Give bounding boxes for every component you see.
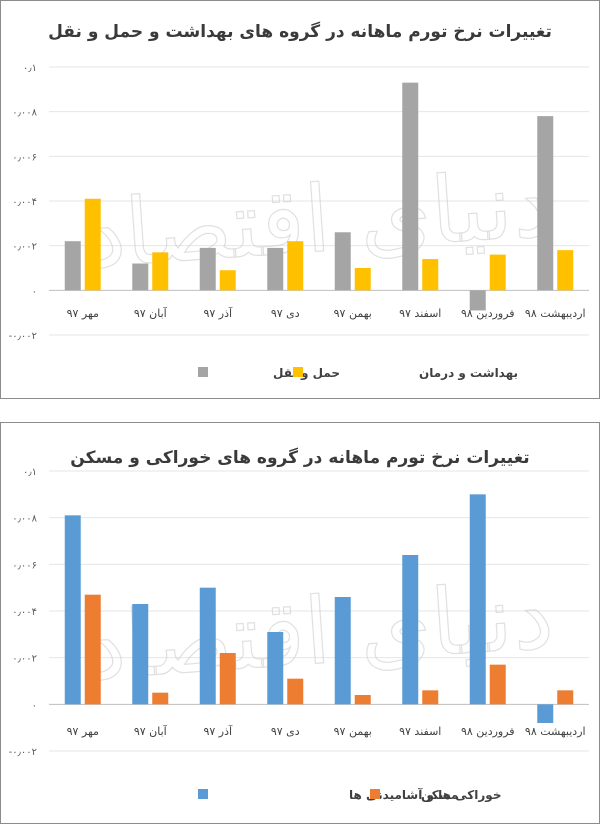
y-tick-label: ۰٫۰۰۸ — [12, 108, 37, 119]
bar-series-1-cat-1 — [152, 692, 169, 705]
x-tick-label: مهر ۹۷ — [67, 307, 99, 320]
bar-series-1-cat-5 — [422, 259, 439, 291]
x-tick-label: آبان ۹۷ — [134, 306, 168, 320]
bar-series-0-cat-5 — [402, 82, 419, 291]
bar-series-0-cat-4 — [334, 597, 351, 705]
bar-series-1-cat-6 — [489, 254, 506, 291]
bar-series-1-cat-3 — [287, 241, 304, 291]
legend-swatch — [198, 789, 208, 799]
y-tick-label: -۰٫۰۰۲ — [9, 331, 37, 342]
x-tick-label: اردیبهشت ۹۸ — [525, 307, 586, 320]
y-tick-label: ۰٫۰۰۲ — [12, 242, 37, 253]
bar-series-0-cat-3 — [267, 247, 284, 291]
bar-series-0-cat-4 — [334, 232, 351, 291]
x-tick-label: مهر ۹۷ — [67, 725, 99, 738]
bar-series-0-cat-7 — [537, 704, 554, 723]
x-tick-label: دی ۹۷ — [271, 307, 300, 320]
legend-swatch — [293, 367, 303, 377]
watermark-logo: دنیای اقتصاد — [81, 150, 557, 290]
bar-series-0-cat-5 — [402, 555, 419, 705]
bar-series-0-cat-7 — [537, 116, 554, 291]
chart-title: تغییرات نرخ تورم ماهانه در گروه های بهدا… — [48, 21, 552, 42]
bar-series-0-cat-1 — [132, 263, 149, 291]
chart-panel-food-housing: تغییرات نرخ تورم ماهانه در گروه های خورا… — [0, 422, 600, 824]
x-tick-label: آذر ۹۷ — [203, 306, 233, 320]
x-tick-label: دی ۹۷ — [271, 725, 300, 738]
legend-label: خوراکی ها و آشامیدنی ها — [349, 787, 501, 803]
bar-series-0-cat-6 — [469, 290, 486, 311]
bar-series-1-cat-6 — [489, 664, 506, 705]
bar-series-1-cat-0 — [84, 198, 101, 291]
bar-series-1-cat-7 — [557, 690, 574, 705]
bar-series-1-cat-2 — [219, 270, 236, 291]
legend-swatch — [198, 367, 208, 377]
x-tick-label: اسفند ۹۷ — [399, 307, 441, 320]
bar-series-1-cat-4 — [354, 268, 371, 291]
y-tick-label: ۰٫۰۰۲ — [12, 654, 37, 665]
y-tick-label: ۰٫۱ — [23, 63, 37, 74]
y-tick-label: ۰ — [32, 700, 37, 711]
x-tick-label: اسفند ۹۷ — [399, 725, 441, 738]
y-tick-label: -۰٫۰۰۲ — [9, 747, 37, 758]
bar-series-1-cat-1 — [152, 252, 169, 291]
chart-panel-health-transport: تغییرات نرخ تورم ماهانه در گروه های بهدا… — [0, 0, 600, 399]
y-tick-label: ۰٫۰۰۴ — [12, 197, 37, 208]
bar-series-0-cat-3 — [267, 632, 284, 705]
y-tick-label: ۰ — [32, 286, 37, 297]
y-tick-label: ۰٫۰۰۴ — [12, 607, 37, 618]
bar-series-0-cat-0 — [64, 241, 81, 291]
x-tick-label: بهمن ۹۷ — [334, 307, 372, 320]
bar-series-1-cat-4 — [354, 695, 371, 705]
bar-series-0-cat-2 — [199, 587, 216, 705]
bar-series-1-cat-5 — [422, 690, 439, 705]
bar-series-1-cat-3 — [287, 678, 304, 705]
y-tick-label: ۰٫۰۰۶ — [12, 152, 37, 163]
x-tick-label: فروردین ۹۸ — [461, 725, 515, 738]
chart-food-housing: تغییرات نرخ تورم ماهانه در گروه های خورا… — [9, 447, 589, 803]
legend-label: حمل و نقل — [273, 366, 340, 381]
y-tick-label: ۰٫۰۰۸ — [12, 514, 37, 525]
y-tick-label: ۰٫۱ — [23, 467, 37, 478]
bar-series-1-cat-0 — [84, 594, 101, 705]
x-tick-label: بهمن ۹۷ — [334, 725, 372, 738]
chart-health-transport: تغییرات نرخ تورم ماهانه در گروه های بهدا… — [9, 21, 589, 381]
bar-series-0-cat-0 — [64, 515, 81, 705]
bar-series-0-cat-6 — [469, 494, 486, 705]
x-tick-label: آبان ۹۷ — [134, 724, 168, 738]
legend-label: بهداشت و درمان — [419, 366, 518, 381]
y-tick-label: ۰٫۰۰۶ — [12, 560, 37, 571]
x-tick-label: آذر ۹۷ — [203, 724, 233, 738]
legend-label: مسکن — [421, 788, 458, 802]
x-tick-label: فروردین ۹۸ — [461, 307, 515, 320]
bar-series-1-cat-2 — [219, 653, 236, 705]
chart-title: تغییرات نرخ تورم ماهانه در گروه های خورا… — [70, 447, 529, 468]
bar-series-1-cat-7 — [557, 250, 574, 291]
legend-swatch — [370, 789, 380, 799]
x-tick-label: اردیبهشت ۹۸ — [525, 725, 586, 738]
bar-series-0-cat-2 — [199, 247, 216, 291]
bar-series-0-cat-1 — [132, 604, 149, 705]
